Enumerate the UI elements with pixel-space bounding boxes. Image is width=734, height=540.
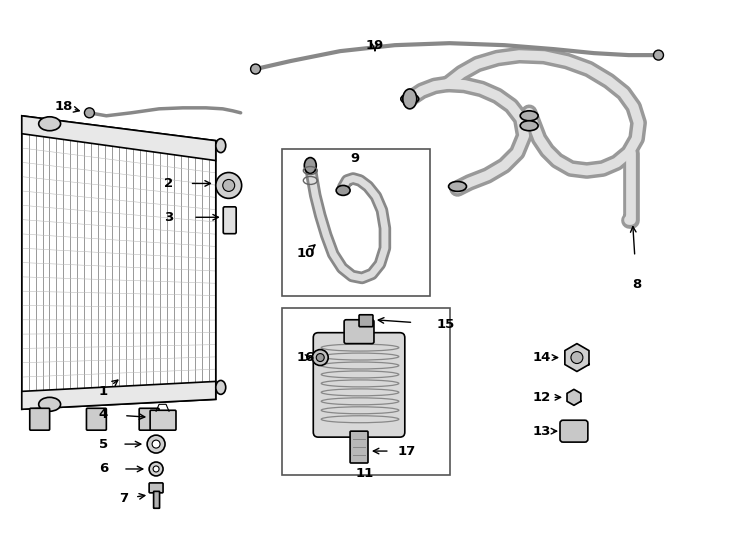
- Text: 1: 1: [99, 385, 108, 398]
- Ellipse shape: [305, 158, 316, 173]
- Ellipse shape: [401, 94, 418, 104]
- Circle shape: [250, 64, 261, 74]
- Circle shape: [571, 352, 583, 363]
- FancyBboxPatch shape: [149, 483, 163, 493]
- Polygon shape: [565, 343, 589, 372]
- Ellipse shape: [336, 185, 350, 195]
- Ellipse shape: [403, 89, 417, 109]
- FancyBboxPatch shape: [223, 207, 236, 234]
- Polygon shape: [22, 116, 216, 160]
- Polygon shape: [567, 389, 581, 406]
- Ellipse shape: [39, 397, 61, 411]
- Text: 19: 19: [366, 39, 384, 52]
- Circle shape: [216, 172, 241, 198]
- Ellipse shape: [216, 380, 226, 394]
- Circle shape: [153, 466, 159, 472]
- Text: 14: 14: [533, 351, 551, 364]
- Text: 6: 6: [99, 462, 108, 476]
- Text: 17: 17: [398, 444, 416, 457]
- Text: 5: 5: [99, 437, 108, 450]
- Text: 8: 8: [632, 279, 642, 292]
- FancyBboxPatch shape: [30, 408, 50, 430]
- Ellipse shape: [448, 181, 467, 191]
- Text: 15: 15: [437, 318, 455, 331]
- FancyBboxPatch shape: [313, 333, 405, 437]
- Text: 13: 13: [533, 424, 551, 437]
- Circle shape: [147, 435, 165, 453]
- Circle shape: [152, 440, 160, 448]
- Circle shape: [653, 50, 664, 60]
- Ellipse shape: [216, 139, 226, 153]
- Text: 4: 4: [99, 408, 108, 421]
- Bar: [283, 308, 449, 475]
- Circle shape: [84, 108, 95, 118]
- Circle shape: [149, 462, 163, 476]
- FancyBboxPatch shape: [359, 315, 373, 327]
- Text: 2: 2: [164, 177, 173, 190]
- FancyBboxPatch shape: [87, 408, 106, 430]
- Text: 12: 12: [533, 391, 551, 404]
- FancyBboxPatch shape: [350, 431, 368, 463]
- Text: 11: 11: [356, 468, 374, 481]
- Text: 10: 10: [296, 247, 314, 260]
- FancyBboxPatch shape: [344, 320, 374, 343]
- FancyBboxPatch shape: [153, 491, 159, 508]
- FancyBboxPatch shape: [139, 408, 159, 430]
- Text: 18: 18: [54, 100, 73, 113]
- FancyBboxPatch shape: [560, 420, 588, 442]
- Polygon shape: [22, 381, 216, 409]
- Circle shape: [222, 179, 235, 191]
- Text: 3: 3: [164, 211, 174, 224]
- Text: 9: 9: [351, 152, 360, 165]
- Circle shape: [316, 354, 324, 361]
- Circle shape: [312, 349, 328, 366]
- Text: 16: 16: [296, 351, 314, 364]
- Ellipse shape: [39, 117, 61, 131]
- Ellipse shape: [520, 121, 538, 131]
- Bar: [283, 148, 429, 296]
- Ellipse shape: [520, 111, 538, 121]
- Text: 7: 7: [119, 492, 128, 505]
- FancyBboxPatch shape: [150, 410, 176, 430]
